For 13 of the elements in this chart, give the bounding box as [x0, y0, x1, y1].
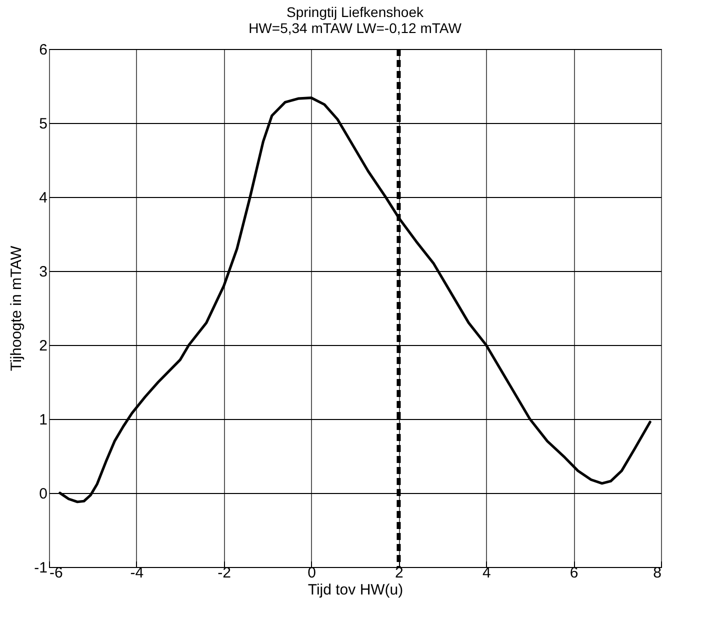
y-tick-label: 6 — [39, 42, 48, 58]
chart-subtitle: HW=5,34 mTAW LW=-0,12 mTAW — [248, 20, 462, 36]
x-axis-title: Tijd tov HW(u) — [308, 582, 404, 598]
x-tick-label: -4 — [130, 564, 144, 582]
y-axis-title: Tijhoogte in mTAW — [8, 245, 26, 372]
chart-title: Springtij Liefkenshoek — [286, 4, 424, 20]
y-tick-label: -1 — [34, 560, 48, 576]
y-tick-label: 2 — [39, 338, 48, 354]
y-tick-label: 4 — [39, 190, 48, 206]
y-tick-label: 1 — [39, 412, 48, 428]
y-tick-label: 3 — [39, 264, 48, 280]
y-tick-label: 5 — [39, 116, 48, 132]
y-tick-label: 0 — [39, 486, 48, 502]
